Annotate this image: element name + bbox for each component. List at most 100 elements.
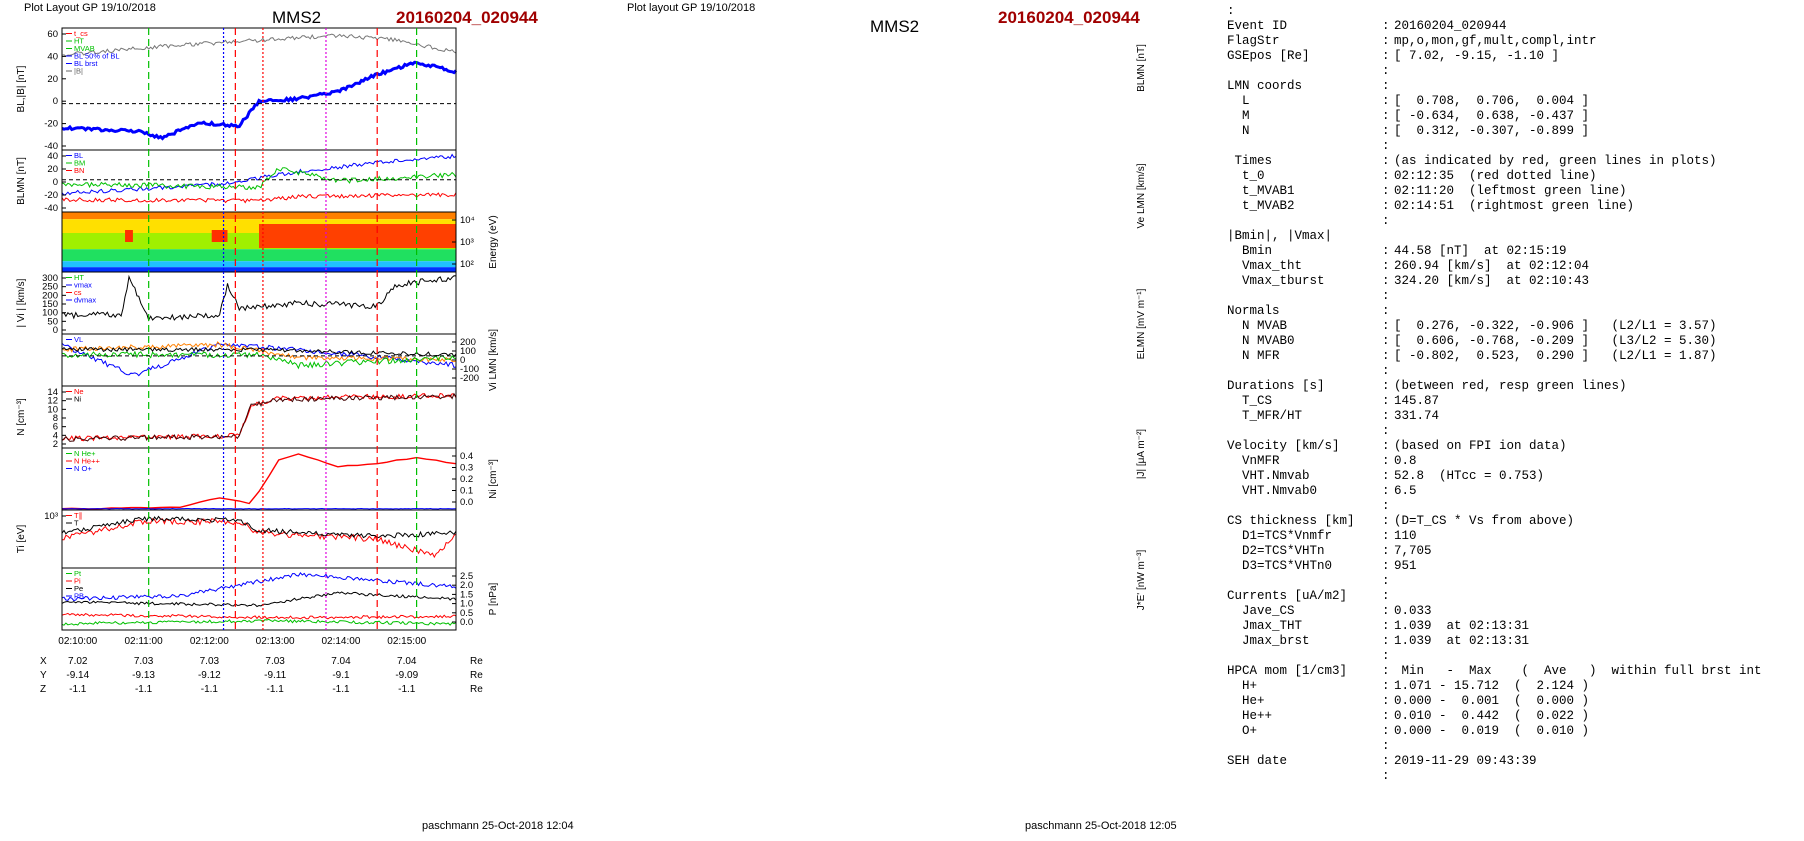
- summary-row: SEH date:2019-11-29 09:43:39: [1227, 754, 1762, 769]
- summary-value: [ 0.312, -0.307, -0.899 ]: [1394, 124, 1590, 138]
- spectrogram-band: [62, 267, 456, 272]
- summary-value: 110: [1394, 529, 1417, 543]
- summary-key: T_CS: [1227, 394, 1273, 408]
- summary-value: 0.8: [1394, 454, 1417, 468]
- coord-unit: Re: [470, 656, 483, 667]
- summary-row: VHT.Nmvab:52.8 (HTcc = 0.753): [1227, 469, 1762, 484]
- summary-value: 145.87: [1394, 394, 1440, 408]
- y-tick-label: 0.4: [460, 451, 473, 462]
- summary-key: [1227, 499, 1382, 514]
- legend-entry: BN: [74, 166, 84, 175]
- summary-row: Normals:: [1227, 304, 1762, 319]
- summary-row: Jave_CS:0.033: [1227, 604, 1762, 619]
- summary-row: Durations [s]: (between red, resp green l…: [1227, 379, 1762, 394]
- y-tick-label: 14: [47, 387, 58, 398]
- axis-label: P [nPa]: [488, 582, 499, 615]
- data-series-line: [61, 341, 457, 363]
- axis-label: Ni [cm⁻³]: [488, 459, 499, 499]
- summary-key: [1227, 289, 1382, 304]
- plot-panel: 10⁴ 10³ 10² Energy (eV): [61, 211, 499, 273]
- coord-value: -9.13: [132, 670, 155, 681]
- summary-colon: :: [1382, 394, 1390, 408]
- summary-row: :: [1227, 574, 1762, 589]
- legend-entry: T∥: [74, 511, 82, 520]
- summary-value: 52.8 (HTcc = 0.753): [1394, 469, 1545, 483]
- summary-row: Jmax_brst:1.039 at 02:13:31: [1227, 634, 1762, 649]
- summary-value: (based on FPI ion data): [1394, 439, 1567, 453]
- data-series-line: [61, 515, 457, 539]
- summary-colon: :: [1382, 244, 1390, 258]
- summary-key: Jmax_brst: [1227, 634, 1310, 648]
- summary-value: [ 7.02, -9.15, -1.10 ]: [1394, 49, 1560, 63]
- summary-value: (as indicated by red, green lines in plo…: [1394, 154, 1717, 168]
- summary-key: HPCA mom [1/cm3]: [1227, 664, 1348, 678]
- summary-key: Velocity [km/s]: [1227, 439, 1340, 453]
- summary-row: :: [1227, 364, 1762, 379]
- legend-entry: N He+: [74, 449, 96, 458]
- summary-colon: :: [1382, 124, 1390, 138]
- middle-footer: paschmann 25-Oct-2018 12:05: [1025, 820, 1177, 832]
- summary-colon: :: [1382, 169, 1390, 183]
- y-tick-label: 20: [47, 164, 58, 175]
- summary-key: VHT.Nmvab0: [1227, 484, 1318, 498]
- y-tick-label: -20: [44, 119, 58, 130]
- summary-row: Jmax_THT:1.039 at 02:13:31: [1227, 619, 1762, 634]
- summary-colon: :: [1382, 694, 1390, 708]
- axis-label: J*E' [nW m⁻³]: [1136, 550, 1147, 611]
- legend-entry: Ne: [74, 387, 84, 396]
- legend-entry: HT: [74, 273, 84, 282]
- y-tick-label: 10⁴: [460, 215, 475, 226]
- summary-row: HPCA mom [1/cm3]: Min - Max ( Ave ) with…: [1227, 664, 1762, 679]
- summary-colon: :: [1382, 79, 1390, 93]
- summary-colon: :: [1382, 94, 1390, 108]
- summary-colon: :: [1382, 439, 1390, 453]
- summary-key: [1227, 649, 1382, 664]
- y-tick-label: -40: [44, 203, 58, 214]
- summary-key: LMN coords: [1227, 79, 1303, 93]
- summary-row: LMN coords:: [1227, 79, 1762, 94]
- summary-row: N MFR: [ -0.802, 0.523, 0.290 ] (L2/L1 = …: [1227, 349, 1762, 364]
- axis-label: Ve LMN [km/s]: [1136, 163, 1147, 228]
- data-series-line: [61, 153, 457, 196]
- summary-row: Vmax_tburst:324.20 [km/s] at 02:10:43: [1227, 274, 1762, 289]
- y-tick-label: 150: [42, 299, 58, 310]
- summary-colon: :: [1382, 469, 1390, 483]
- summary-colon: :: [1382, 529, 1390, 543]
- coord-value: -9.11: [264, 670, 286, 681]
- summary-value: 6.5: [1394, 484, 1417, 498]
- plot-panel: 10³ Ti [eV] T∥T: [16, 509, 457, 569]
- summary-key: D1=TCS*Vnmfr: [1227, 529, 1333, 543]
- summary-colon: :: [1382, 259, 1390, 273]
- coord-row-label: Y: [40, 670, 47, 681]
- summary-value: 02:11:20 (leftmost green line): [1394, 184, 1627, 198]
- summary-row: Velocity [km/s]: (based on FPI ion data): [1227, 439, 1762, 454]
- data-series-line: [61, 274, 457, 322]
- summary-row: N: [ 0.312, -0.307, -0.899 ]: [1227, 124, 1762, 139]
- summary-row: t_MVAB2:02:14:51 (rightmost green line): [1227, 199, 1762, 214]
- coord-value: -1.1: [135, 684, 153, 695]
- summary-row: :: [1227, 499, 1762, 514]
- data-series-line: [61, 167, 457, 191]
- summary-row: :: [1227, 739, 1762, 754]
- summary-key: D2=TCS*VHTn: [1227, 544, 1325, 558]
- panel-frame: [61, 447, 457, 511]
- summary-colon: :: [1382, 304, 1390, 318]
- y-tick-label: 10³: [44, 511, 58, 522]
- y-tick-label: 0.3: [460, 463, 473, 474]
- summary-colon: :: [1382, 109, 1390, 123]
- summary-colon: :: [1382, 664, 1390, 678]
- summary-value: 1.039 at 02:13:31: [1394, 619, 1530, 633]
- legend-entry: Ni: [74, 395, 81, 404]
- summary-value: [ 0.606, -0.768, -0.209 ] (L3/L2 = 5.30): [1394, 334, 1717, 348]
- coord-value: 7.03: [200, 656, 220, 667]
- summary-colon: :: [1382, 454, 1390, 468]
- axis-label: Vi LMN [km/s]: [488, 329, 499, 391]
- coord-unit: Re: [470, 684, 483, 695]
- legend-entry: MVAB: [74, 44, 95, 53]
- y-tick-label: 100: [460, 346, 476, 357]
- data-series-line: [61, 346, 457, 358]
- summary-key: T_MFR/HT: [1227, 409, 1303, 423]
- data-series-line: [61, 612, 457, 620]
